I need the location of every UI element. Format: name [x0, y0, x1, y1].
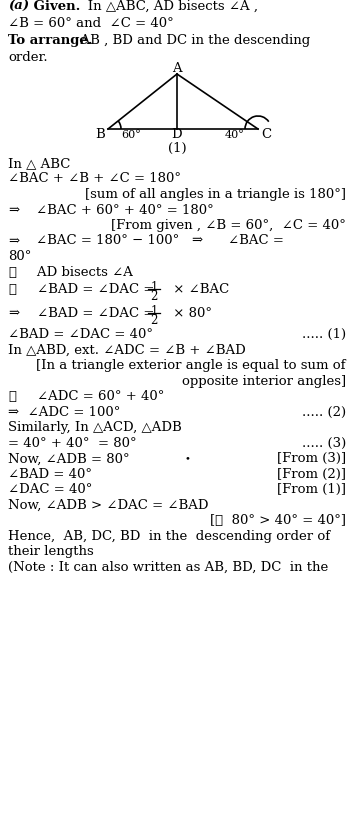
Text: Similarly, In △ACD, △ADB: Similarly, In △ACD, △ADB	[8, 422, 182, 435]
Text: To arrange.: To arrange.	[8, 34, 92, 47]
Text: ∠BAC = 180° − 100°   ⇒: ∠BAC = 180° − 100° ⇒	[36, 234, 203, 247]
Text: 40°: 40°	[225, 130, 245, 140]
Text: ⇒: ⇒	[8, 204, 19, 217]
Text: = 40° + 40°  = 80°: = 40° + 40° = 80°	[8, 437, 137, 450]
Text: ..... (3): ..... (3)	[302, 437, 346, 450]
Text: In △ABC, AD bisects ∠A ,: In △ABC, AD bisects ∠A ,	[75, 0, 258, 13]
Text: In △ ABC: In △ ABC	[8, 157, 70, 170]
Text: ∠ADC = 60° + 40°: ∠ADC = 60° + 40°	[20, 390, 164, 403]
Text: AD bisects ∠A: AD bisects ∠A	[20, 265, 133, 278]
Text: ∠BAC + 60° + 40° = 180°: ∠BAC + 60° + 40° = 180°	[36, 204, 214, 217]
Text: ∠BAC + ∠B + ∠C = 180°: ∠BAC + ∠B + ∠C = 180°	[8, 173, 181, 186]
Text: ∠DAC = 40°: ∠DAC = 40°	[8, 484, 92, 497]
Text: × ∠BAC: × ∠BAC	[169, 283, 229, 296]
Text: ⇒: ⇒	[8, 234, 19, 247]
Text: 60°: 60°	[121, 130, 141, 140]
Text: their lengths: their lengths	[8, 545, 94, 558]
Text: 2: 2	[150, 291, 158, 304]
Text: (Note : It can also written as AB, BD, DC  in the: (Note : It can also written as AB, BD, D…	[8, 561, 328, 574]
Text: ∴: ∴	[8, 390, 16, 403]
Text: ∠B = 60° and  ∠C = 40°: ∠B = 60° and ∠C = 40°	[8, 17, 174, 30]
Text: ⇒  ∠ADC = 100°: ⇒ ∠ADC = 100°	[8, 405, 120, 418]
Text: [From (3)]: [From (3)]	[277, 453, 346, 466]
Text: •: •	[185, 454, 191, 463]
Text: [From (2)]: [From (2)]	[277, 468, 346, 481]
Text: (1): (1)	[168, 142, 186, 155]
Text: ∴: ∴	[8, 283, 16, 296]
Text: Now, ∠ADB = 80°: Now, ∠ADB = 80°	[8, 453, 130, 466]
Text: ..... (1): ..... (1)	[302, 328, 346, 341]
Text: AB , BD and DC in the descending: AB , BD and DC in the descending	[72, 34, 310, 47]
Text: Given.: Given.	[29, 0, 80, 13]
Text: B: B	[95, 128, 105, 141]
Text: In △ABD, ext. ∠ADC = ∠B + ∠BAD: In △ABD, ext. ∠ADC = ∠B + ∠BAD	[8, 344, 246, 357]
Text: [∵  80° > 40° = 40°]: [∵ 80° > 40° = 40°]	[210, 514, 346, 527]
Text: ∠BAD = ∠DAC = 40°: ∠BAD = ∠DAC = 40°	[8, 328, 153, 341]
Text: 80°: 80°	[8, 250, 32, 263]
Text: A: A	[172, 62, 182, 75]
Text: (a): (a)	[8, 0, 29, 13]
Text: 2: 2	[150, 313, 158, 326]
Text: D: D	[172, 128, 182, 141]
Text: ..... (2): ..... (2)	[302, 405, 346, 418]
Text: [sum of all angles in a triangle is 180°]: [sum of all angles in a triangle is 180°…	[85, 188, 346, 201]
Text: ⇒: ⇒	[8, 307, 19, 320]
Text: 1: 1	[150, 304, 158, 317]
Text: × 80°: × 80°	[169, 307, 212, 320]
Text: ∠BAD = ∠DAC =: ∠BAD = ∠DAC =	[20, 283, 154, 296]
Text: ∴: ∴	[8, 265, 16, 278]
Text: [From (1)]: [From (1)]	[277, 484, 346, 497]
Text: ∠BAD = ∠DAC =: ∠BAD = ∠DAC =	[20, 307, 154, 320]
Text: Now, ∠ADB > ∠DAC = ∠BAD: Now, ∠ADB > ∠DAC = ∠BAD	[8, 499, 209, 512]
Text: Hence,  AB, DC, BD  in the  descending order of: Hence, AB, DC, BD in the descending orde…	[8, 530, 330, 543]
Text: 1: 1	[150, 282, 158, 295]
Text: [From given , ∠B = 60°,  ∠C = 40°: [From given , ∠B = 60°, ∠C = 40°	[111, 219, 346, 232]
Text: [In a triangle exterior angle is equal to sum of: [In a triangle exterior angle is equal t…	[36, 359, 346, 372]
Text: C: C	[261, 128, 271, 141]
Text: order.: order.	[8, 51, 48, 64]
Text: ∠BAC =: ∠BAC =	[228, 234, 284, 247]
Text: opposite interior angles]: opposite interior angles]	[182, 374, 346, 387]
Text: ∠BAD = 40°: ∠BAD = 40°	[8, 468, 92, 481]
